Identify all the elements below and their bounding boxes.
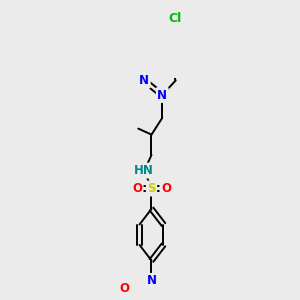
Text: O: O: [119, 282, 130, 295]
Text: S: S: [147, 182, 156, 195]
Text: N: N: [139, 74, 149, 87]
Text: N: N: [157, 88, 167, 101]
Text: N: N: [146, 274, 157, 287]
Text: O: O: [132, 182, 142, 195]
Text: Cl: Cl: [169, 12, 182, 26]
Text: O: O: [161, 182, 171, 195]
Text: HN: HN: [134, 164, 154, 177]
